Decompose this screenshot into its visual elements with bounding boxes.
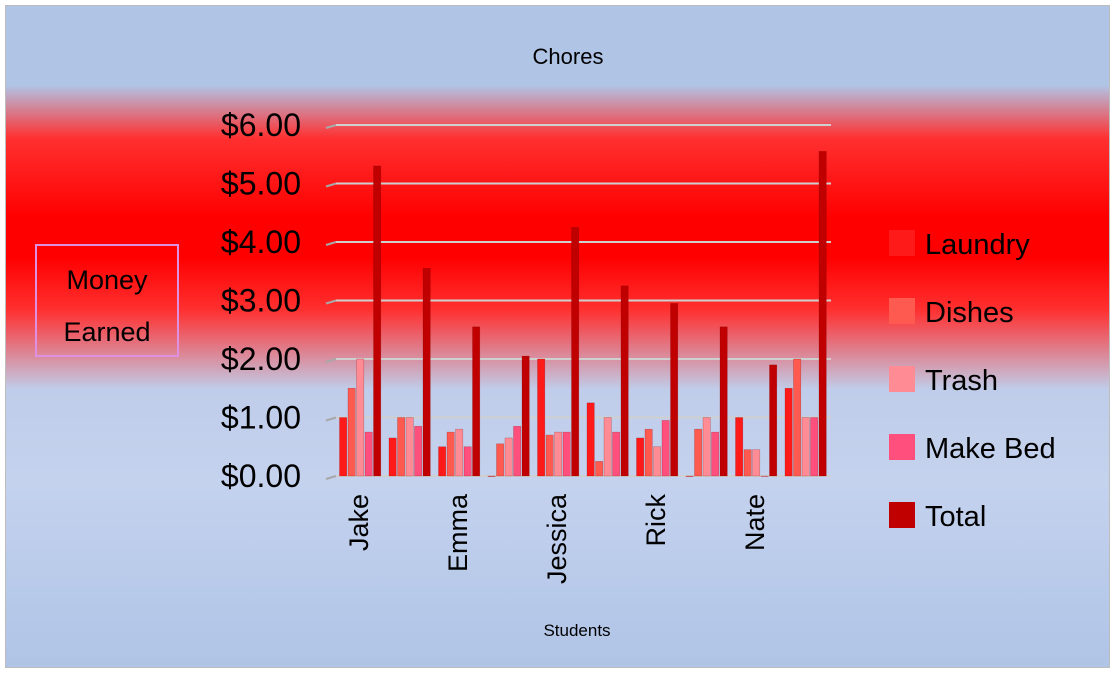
bar — [685, 475, 694, 477]
bar — [571, 227, 580, 477]
bar — [438, 446, 447, 477]
bar — [661, 420, 670, 477]
bar — [545, 434, 554, 477]
legend-label: Make Bed — [925, 433, 1056, 465]
bar — [769, 364, 778, 477]
bar — [463, 446, 472, 477]
y-axis-title-box — [35, 244, 179, 357]
bar — [562, 431, 571, 477]
gridline — [325, 124, 337, 129]
bar — [784, 387, 793, 477]
gridline — [325, 416, 337, 422]
bar — [752, 449, 761, 477]
y-tick-label: $3.00 — [221, 283, 301, 319]
chart-area: Chores $0.00 $1.00 $2.00 $3.00 $4.00 $5.00 $6.… — [5, 5, 1110, 668]
bar — [743, 449, 752, 477]
legend-label: Total — [925, 501, 986, 533]
bar — [603, 417, 612, 477]
bar — [644, 428, 653, 477]
x-tick-label: Jessica — [542, 493, 572, 584]
x-tick-label: Nate — [740, 494, 770, 551]
bar — [818, 151, 827, 477]
legend-label: Trash — [925, 365, 998, 397]
bar — [554, 431, 563, 477]
bar — [702, 417, 711, 477]
bar — [472, 326, 481, 477]
bar — [513, 425, 522, 477]
bar — [670, 303, 679, 477]
y-tick-label: $6.00 — [221, 107, 301, 143]
x-tick-label: Emma — [443, 493, 473, 572]
bar — [612, 431, 621, 477]
bar — [760, 475, 769, 477]
legend-swatch — [889, 502, 915, 528]
y-axis-title-line-1: Money — [66, 265, 148, 295]
bar — [694, 428, 703, 477]
bar — [735, 417, 744, 477]
bar — [397, 417, 406, 477]
bar — [719, 326, 728, 477]
legend-swatch — [889, 298, 915, 324]
bar — [711, 431, 720, 477]
bar — [653, 446, 662, 477]
gridline — [325, 358, 337, 363]
x-axis-categories: Jake Emma Jessica Rick Nate — [344, 493, 770, 584]
bar — [405, 417, 414, 477]
chart-title: Chores — [533, 44, 604, 69]
y-axis-ticks: $0.00 $1.00 $2.00 $3.00 $4.00 $5.00 $6.00 — [221, 107, 301, 494]
y-tick-label: $2.00 — [221, 341, 301, 377]
bar — [810, 417, 819, 477]
bar — [636, 437, 645, 477]
bar — [793, 358, 802, 477]
bar — [455, 428, 464, 477]
gridline — [325, 241, 337, 246]
bar — [446, 431, 455, 477]
y-tick-label: $4.00 — [221, 224, 301, 260]
bar — [356, 358, 365, 477]
y-tick-label: $0.00 — [221, 458, 301, 494]
legend: Laundry Dishes Trash Make Bed Total — [889, 229, 1056, 533]
y-axis-title-line-2: Earned — [63, 317, 150, 347]
bar — [801, 417, 810, 477]
legend-swatch — [889, 434, 915, 460]
y-tick-label: $5.00 — [221, 166, 301, 202]
bar — [537, 358, 546, 477]
x-axis-title: Students — [543, 621, 610, 640]
bar — [586, 402, 595, 477]
bar — [388, 437, 397, 477]
legend-swatch — [889, 366, 915, 392]
bar — [595, 461, 604, 477]
legend-swatch — [889, 230, 915, 256]
bar — [422, 268, 431, 477]
gridline — [325, 182, 337, 188]
bar — [487, 475, 496, 477]
bar — [496, 443, 505, 477]
gridline — [325, 475, 337, 480]
chart: Chores $0.00 $1.00 $2.00 $3.00 $4.00 $5.00 $6.… — [35, 44, 1056, 640]
bar — [414, 425, 423, 477]
bar — [521, 355, 530, 477]
gridline — [325, 299, 337, 305]
y-tick-label: $1.00 — [221, 400, 301, 436]
bar — [373, 165, 382, 477]
x-tick-label: Jake — [344, 494, 374, 551]
bar — [620, 285, 629, 477]
legend-label: Laundry — [925, 229, 1030, 261]
legend-label: Dishes — [925, 297, 1014, 329]
bar — [339, 417, 348, 477]
bar — [504, 437, 513, 477]
bar — [347, 387, 356, 477]
x-tick-label: Rick — [641, 494, 671, 547]
bars — [339, 151, 827, 477]
bar — [364, 431, 373, 477]
